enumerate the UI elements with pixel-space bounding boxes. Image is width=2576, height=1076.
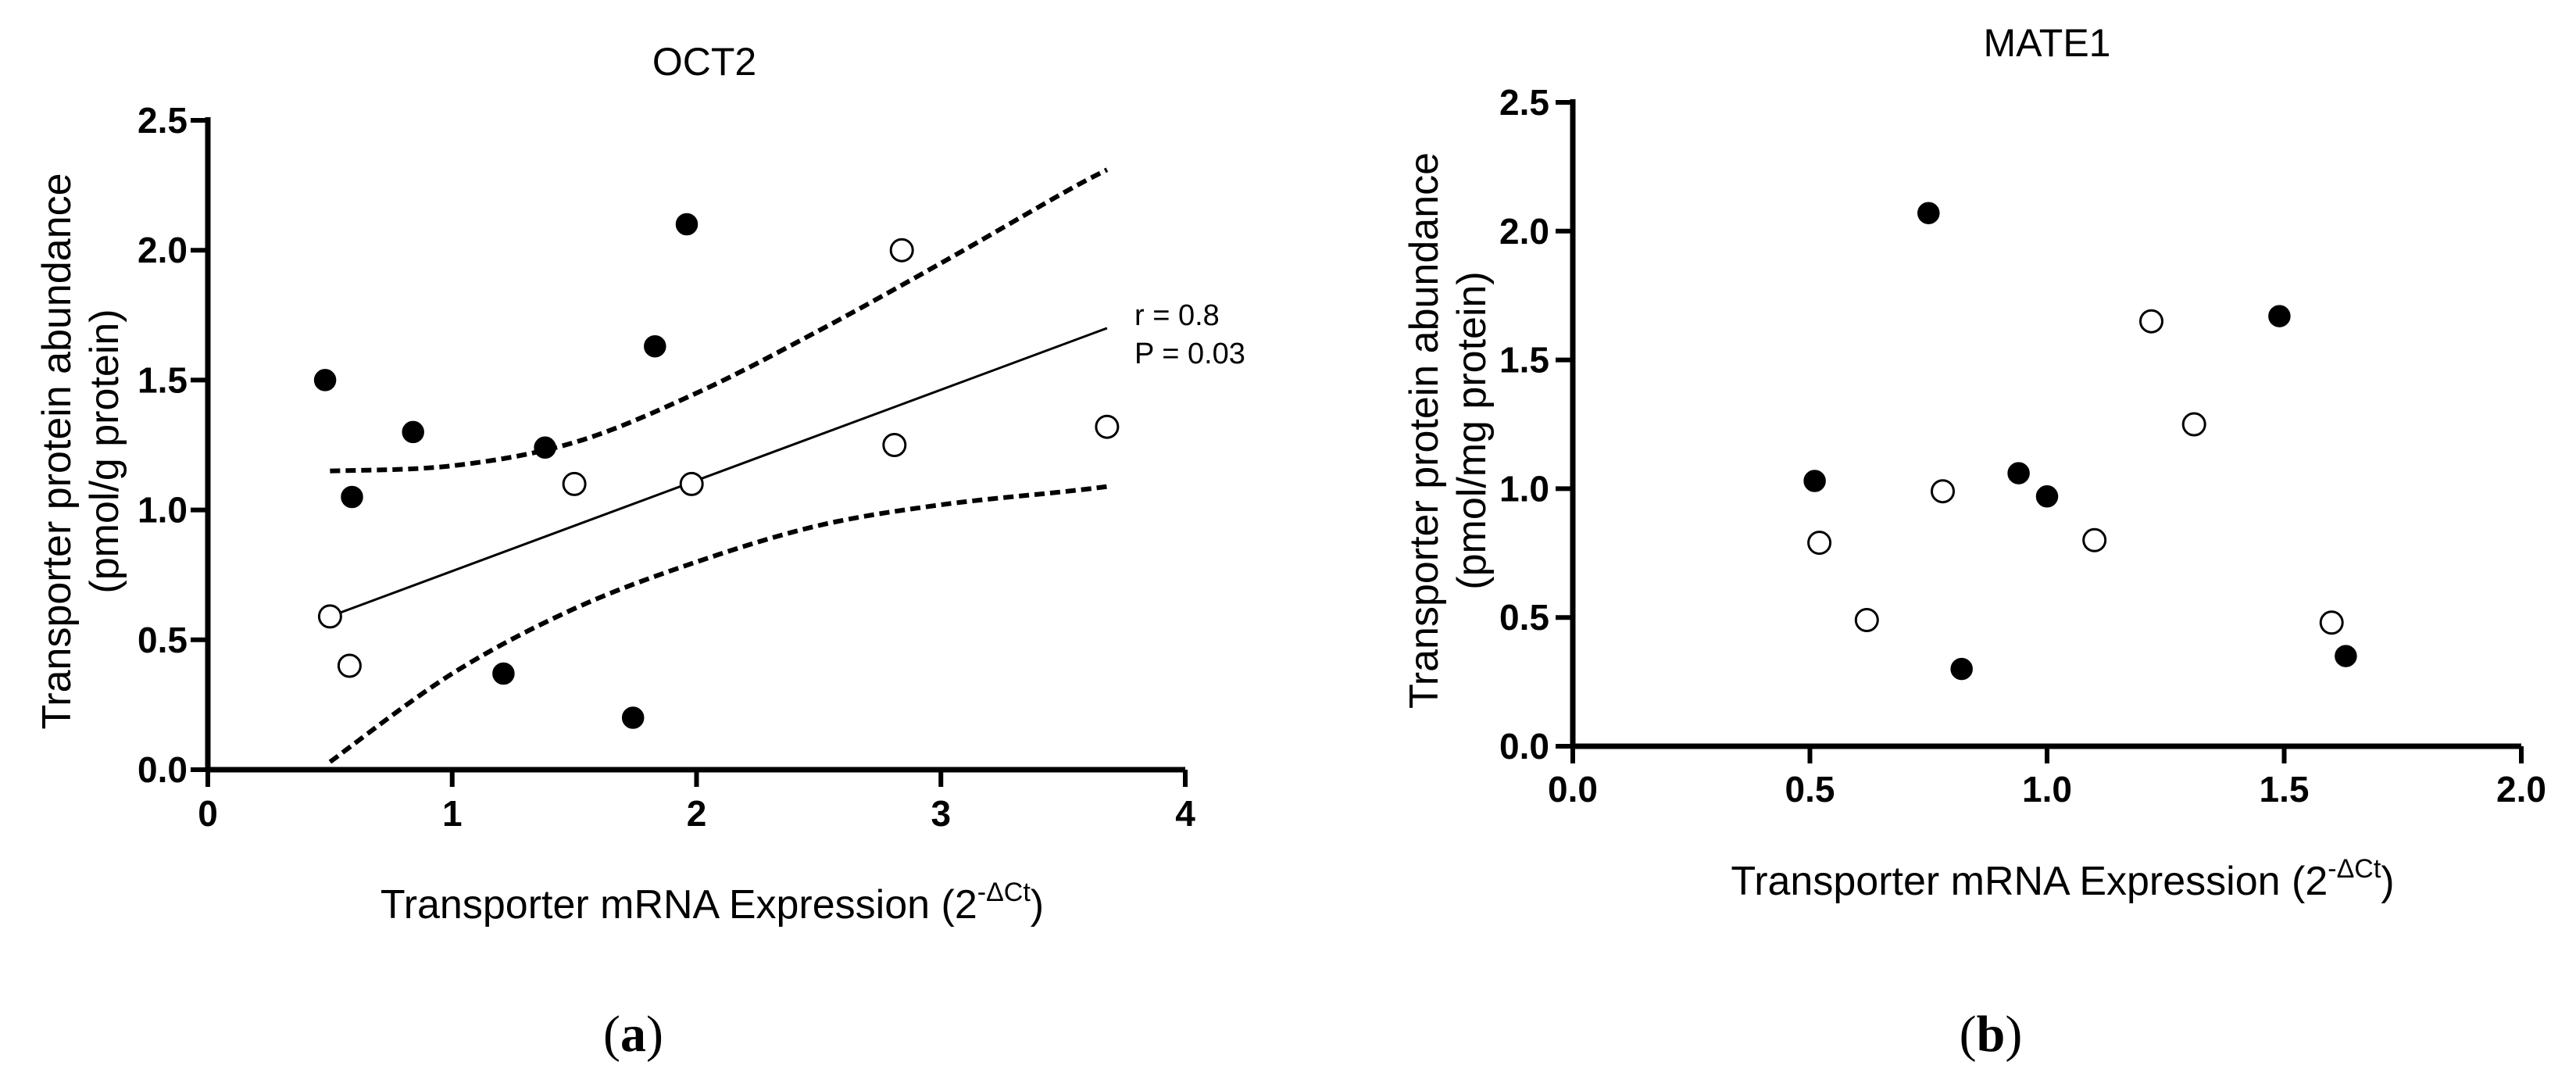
data-point-open (1854, 608, 1879, 632)
data-point-filled (2007, 462, 2030, 484)
x-tick-label: 2 (687, 793, 707, 834)
y-tick-label: 0.0 (1499, 726, 1549, 767)
x-axis-label-superscript: -ΔCt (2328, 854, 2381, 884)
y-axis-label-line1: Transporter protein abundance (1402, 152, 1447, 709)
panel-b-mate1-chart: MATE1 0.0 0.5 1.0 1.5 2.0 2.5 0.0 0.5 1.0 1.5 2.0 Tr… (1402, 21, 2546, 1063)
regression-line (329, 327, 1108, 618)
y-tick-label: 1.0 (138, 490, 188, 531)
data-point-filled (621, 706, 645, 729)
data-point-open (679, 471, 704, 496)
data-point-open (2319, 610, 2344, 635)
y-axis-label-line2: (pmol/g protein) (82, 309, 127, 593)
x-tick-label: 1.5 (2260, 769, 2310, 810)
data-point-filled (492, 662, 515, 685)
data-point-open (882, 433, 907, 457)
data-point-filled (2035, 485, 2059, 508)
data-point-open (1931, 479, 1955, 504)
chart-title: MATE1 (1984, 21, 2111, 65)
data-point-filled (402, 420, 424, 444)
y-tick-label: 0.5 (1499, 597, 1549, 638)
data-point-open (337, 653, 362, 678)
y-tick-label: 0.0 (138, 749, 188, 790)
data-point-filled (644, 334, 666, 358)
data-point-filled (2335, 645, 2357, 667)
data-point-filled (2268, 305, 2291, 327)
y-tick-label: 2.0 (1499, 211, 1549, 252)
data-point-filled (675, 213, 698, 236)
data-point-open (2181, 412, 2206, 437)
panel-a-oct2-chart: OCT2 0.0 0.5 1.0 1.5 2.0 2.5 0 1 2 3 4 Transporter p… (34, 40, 1245, 1063)
data-point-open (2082, 527, 2107, 552)
data-point-filled (313, 369, 337, 391)
x-tick-label: 4 (1175, 793, 1195, 834)
y-tick-label: 0.5 (138, 620, 188, 660)
data-point-filled (1950, 657, 1973, 681)
y-axis-label-line1: Transporter protein abundance (34, 173, 80, 729)
x-axis-label: Transporter mRNA Expression (2-ΔCt) (1731, 854, 2394, 904)
y-tick-label: 2.5 (1499, 82, 1549, 123)
data-point-filled (534, 436, 556, 459)
x-tick-label: 2.0 (2496, 769, 2546, 810)
data-point-filled (1917, 202, 1940, 224)
x-axis-label: Transporter mRNA Expression (2-ΔCt) (381, 878, 1044, 928)
panel-label: (a) (603, 1006, 663, 1063)
x-tick-label: 1.0 (2022, 769, 2072, 810)
y-tick-label: 2.5 (138, 100, 188, 141)
data-point-filled (1803, 470, 1826, 492)
data-point-open (317, 604, 342, 629)
y-axis-label-line2: (pmol/mg protein) (1449, 271, 1495, 589)
x-tick-label: 0.0 (1548, 769, 1598, 810)
x-tick-label: 1 (442, 793, 463, 834)
x-tick-label: 0 (198, 793, 218, 834)
y-tick-label: 1.5 (138, 359, 188, 400)
x-tick-label: 3 (931, 793, 951, 834)
y-tick-label: 1.0 (1499, 468, 1549, 509)
data-point-open (889, 238, 914, 263)
y-tick-label: 2.0 (138, 230, 188, 270)
data-point-open (1807, 531, 1832, 556)
correlation-r-label: r = 0.8 (1134, 299, 1220, 332)
x-tick-label: 0.5 (1785, 769, 1835, 810)
data-point-filled (341, 485, 363, 509)
confidence-band-upper (330, 167, 1109, 474)
y-tick-label: 1.5 (1499, 340, 1549, 381)
chart-title: OCT2 (652, 40, 756, 84)
confidence-band-lower (328, 484, 1108, 764)
data-point-open (1095, 414, 1120, 439)
data-point-open (2139, 309, 2163, 334)
p-value-label: P = 0.03 (1134, 338, 1245, 370)
panel-label: (b) (1960, 1006, 2023, 1063)
data-point-open (562, 471, 587, 496)
x-axis-label-superscript: -ΔCt (977, 878, 1031, 907)
